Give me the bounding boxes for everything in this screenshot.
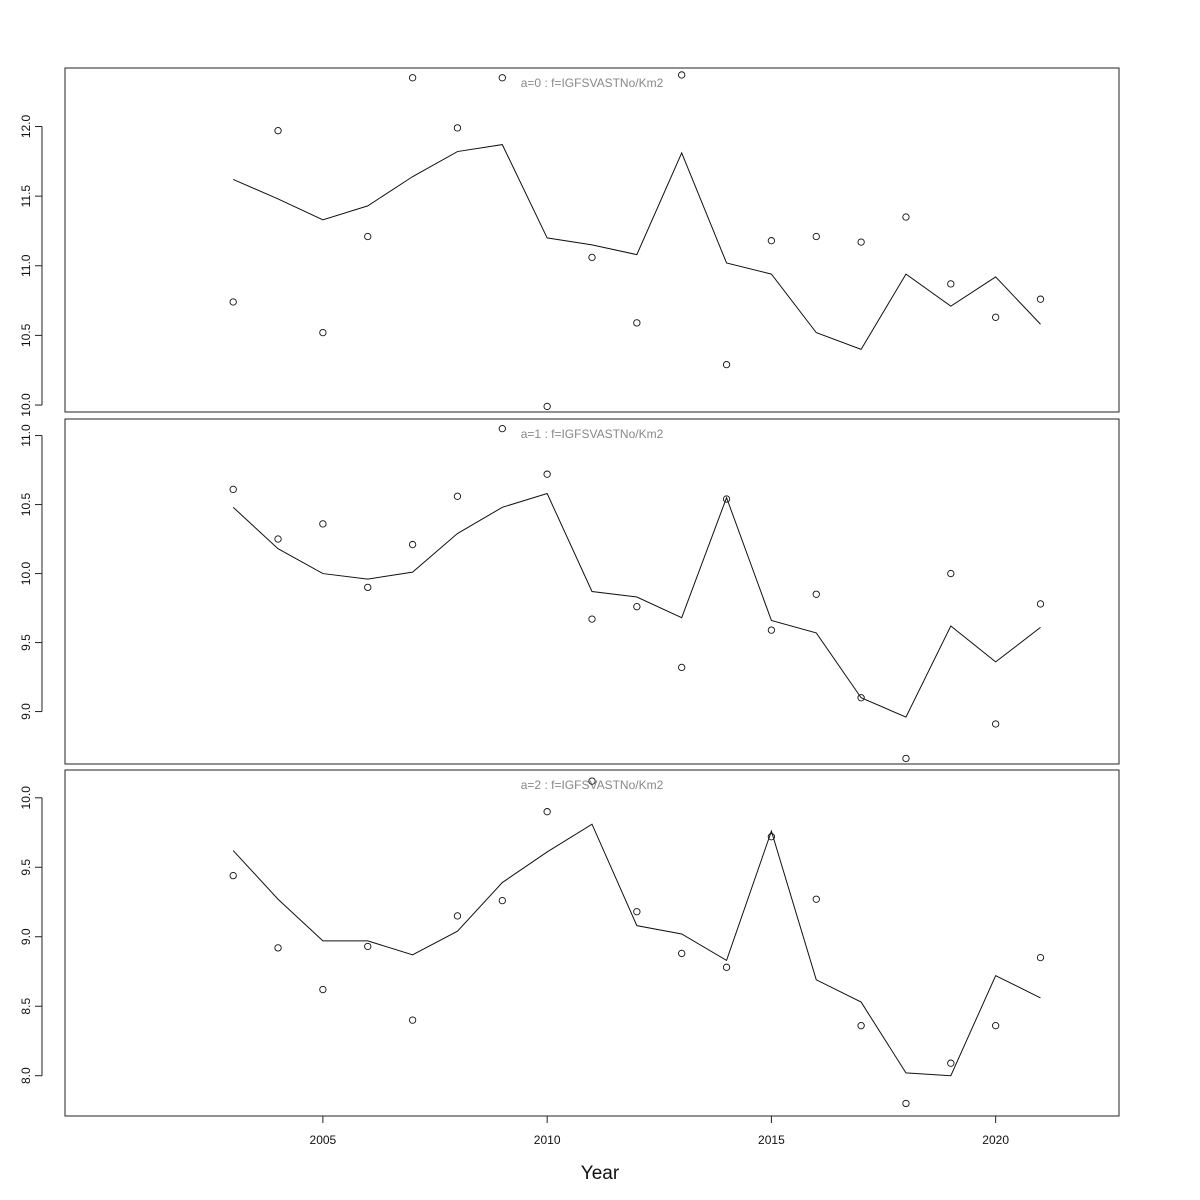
y-axis: 8.0 8.5 9.0 9.5 10.0 <box>19 786 43 1084</box>
y-axis: 10.0 10.5 11.0 11.5 12.0 <box>19 114 43 417</box>
data-point <box>857 694 865 702</box>
y-tick-label: 10.5 <box>19 323 33 347</box>
data-point <box>812 895 820 903</box>
data-point <box>947 280 955 288</box>
y-axis: 9.0 9.5 10.0 10.5 11.0 <box>19 424 43 720</box>
data-point <box>1036 295 1045 303</box>
data-point <box>229 485 237 494</box>
data-point <box>364 232 372 241</box>
data-point <box>767 833 776 841</box>
data-point <box>812 232 820 241</box>
plot-frame <box>64 418 1120 765</box>
data-point <box>633 603 641 611</box>
x-tick-label: 2010 <box>534 1133 561 1147</box>
data-point <box>767 626 776 634</box>
fitted-line <box>232 823 1041 1077</box>
data-point <box>453 124 462 132</box>
y-tick-label: 12.0 <box>19 114 33 138</box>
data-point <box>857 238 865 246</box>
data-point <box>588 777 596 785</box>
panel-1: a=1 : f=IGFSVASTNo/Km2 9.0 9.5 10.0 10.5 11.0 <box>19 418 1120 765</box>
data-point <box>1036 600 1045 608</box>
panels: a=0 : f=IGFSVASTNo/Km2 10.0 10.5 11.0 11.5 12… <box>19 67 1120 1117</box>
data-point <box>408 540 417 549</box>
y-tick-label: 11.0 <box>19 254 33 277</box>
data-point <box>947 569 955 578</box>
observed-points <box>229 777 1045 1108</box>
data-point <box>992 1022 1000 1030</box>
y-tick-label: 9.0 <box>19 928 33 945</box>
data-point <box>1036 953 1045 962</box>
y-tick-label: 9.0 <box>19 703 33 720</box>
data-point <box>633 319 641 327</box>
plot-frame <box>64 67 1120 413</box>
y-tick-label: 10.0 <box>19 393 33 417</box>
data-point <box>678 663 686 672</box>
fitted-line <box>232 492 1041 718</box>
data-point <box>902 213 910 221</box>
y-tick-label: 10.0 <box>19 786 33 810</box>
data-point <box>543 808 551 816</box>
panel-title: a=0 : f=IGFSVASTNo/Km2 <box>521 76 664 90</box>
data-point <box>453 492 462 500</box>
observed-points <box>229 71 1045 411</box>
data-point <box>229 871 237 880</box>
x-tick-label: 2020 <box>982 1133 1009 1147</box>
panel-title: a=1 : f=IGFSVASTNo/Km2 <box>521 427 664 441</box>
data-point <box>453 912 462 920</box>
x-axis: 2005 2010 2015 2020 <box>310 1115 1009 1147</box>
data-point <box>319 985 327 994</box>
data-point <box>722 495 731 503</box>
y-tick-label: 8.5 <box>19 998 33 1015</box>
x-tick-label: 2005 <box>310 1133 337 1147</box>
x-tick-label: 2015 <box>758 1133 785 1147</box>
fitted-line <box>232 144 1041 350</box>
y-tick-label: 11.0 <box>19 424 33 447</box>
data-point <box>767 237 776 245</box>
data-point <box>498 896 506 905</box>
data-point <box>543 470 551 478</box>
data-point <box>992 720 1000 728</box>
data-point <box>992 313 1000 321</box>
data-point <box>678 71 686 79</box>
data-point <box>812 590 820 598</box>
data-point <box>364 583 372 592</box>
data-point <box>498 74 506 82</box>
data-point <box>902 754 910 763</box>
data-point <box>274 127 282 135</box>
data-point <box>543 402 551 411</box>
data-point <box>274 944 282 952</box>
y-tick-label: 9.5 <box>19 634 33 651</box>
data-point <box>408 74 417 82</box>
plot-frame <box>64 769 1120 1117</box>
y-tick-label: 11.5 <box>19 185 33 208</box>
data-point <box>364 942 372 951</box>
panel-2: a=2 : f=IGFSVASTNo/Km2 8.0 8.5 9.0 9.5 10.0 <box>19 769 1120 1117</box>
observed-points <box>229 425 1045 763</box>
data-point <box>633 908 641 916</box>
data-point <box>857 1022 865 1030</box>
data-point <box>722 360 731 369</box>
data-point <box>678 949 686 958</box>
data-point <box>319 328 327 337</box>
panel-title: a=2 : f=IGFSVASTNo/Km2 <box>521 778 664 792</box>
x-axis-label: Year <box>581 1163 620 1184</box>
data-point <box>947 1059 955 1067</box>
y-tick-label: 8.0 <box>19 1067 33 1084</box>
data-point <box>408 1016 417 1024</box>
data-point <box>902 1099 910 1108</box>
data-point <box>229 298 237 306</box>
y-tick-label: 10.0 <box>19 562 33 586</box>
panel-0: a=0 : f=IGFSVASTNo/Km2 10.0 10.5 11.0 11.5 12… <box>19 67 1120 417</box>
data-point <box>588 615 596 623</box>
y-tick-label: 10.5 <box>19 493 33 517</box>
data-point <box>498 425 506 433</box>
data-point <box>274 535 282 543</box>
data-point <box>722 963 731 971</box>
y-tick-label: 9.5 <box>19 859 33 876</box>
data-point <box>588 253 596 262</box>
data-point <box>319 520 327 528</box>
